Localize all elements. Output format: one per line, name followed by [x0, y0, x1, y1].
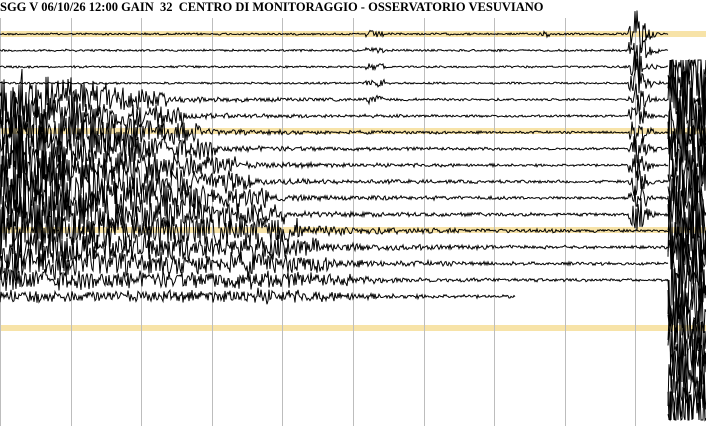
seismic-trace: [0, 115, 669, 179]
seismic-trace: [0, 95, 669, 160]
seismic-trace: [0, 267, 669, 291]
seismic-trace: [667, 232, 706, 294]
seismic-traces: [0, 10, 706, 422]
seismic-trace: [0, 169, 669, 239]
seismic-trace: [0, 58, 669, 94]
seismic-trace: [0, 179, 669, 255]
seismic-trace: [667, 265, 706, 329]
seismic-trace: [0, 245, 669, 281]
seismic-trace: [0, 144, 669, 221]
seismic-trace: [0, 134, 669, 203]
seismic-trace: [0, 38, 669, 84]
seismic-trace: [667, 87, 706, 147]
seismic-trace: [667, 248, 706, 312]
seismic-trace: [0, 51, 669, 86]
seismic-trace: [667, 201, 706, 261]
seismic-trace: [0, 81, 669, 154]
seismic-trace: [0, 68, 669, 137]
seismic-trace: [667, 383, 706, 422]
seismic-trace: [667, 68, 706, 131]
seismic-trace: [0, 287, 516, 305]
header-title: SGG V 06/10/26 12:00 GAIN 32 CENTRO DI M…: [0, 0, 544, 14]
seismic-trace: [667, 297, 706, 361]
seismic-trace: [0, 195, 669, 261]
seismic-trace: [0, 10, 669, 54]
seismic-trace: [0, 227, 669, 271]
